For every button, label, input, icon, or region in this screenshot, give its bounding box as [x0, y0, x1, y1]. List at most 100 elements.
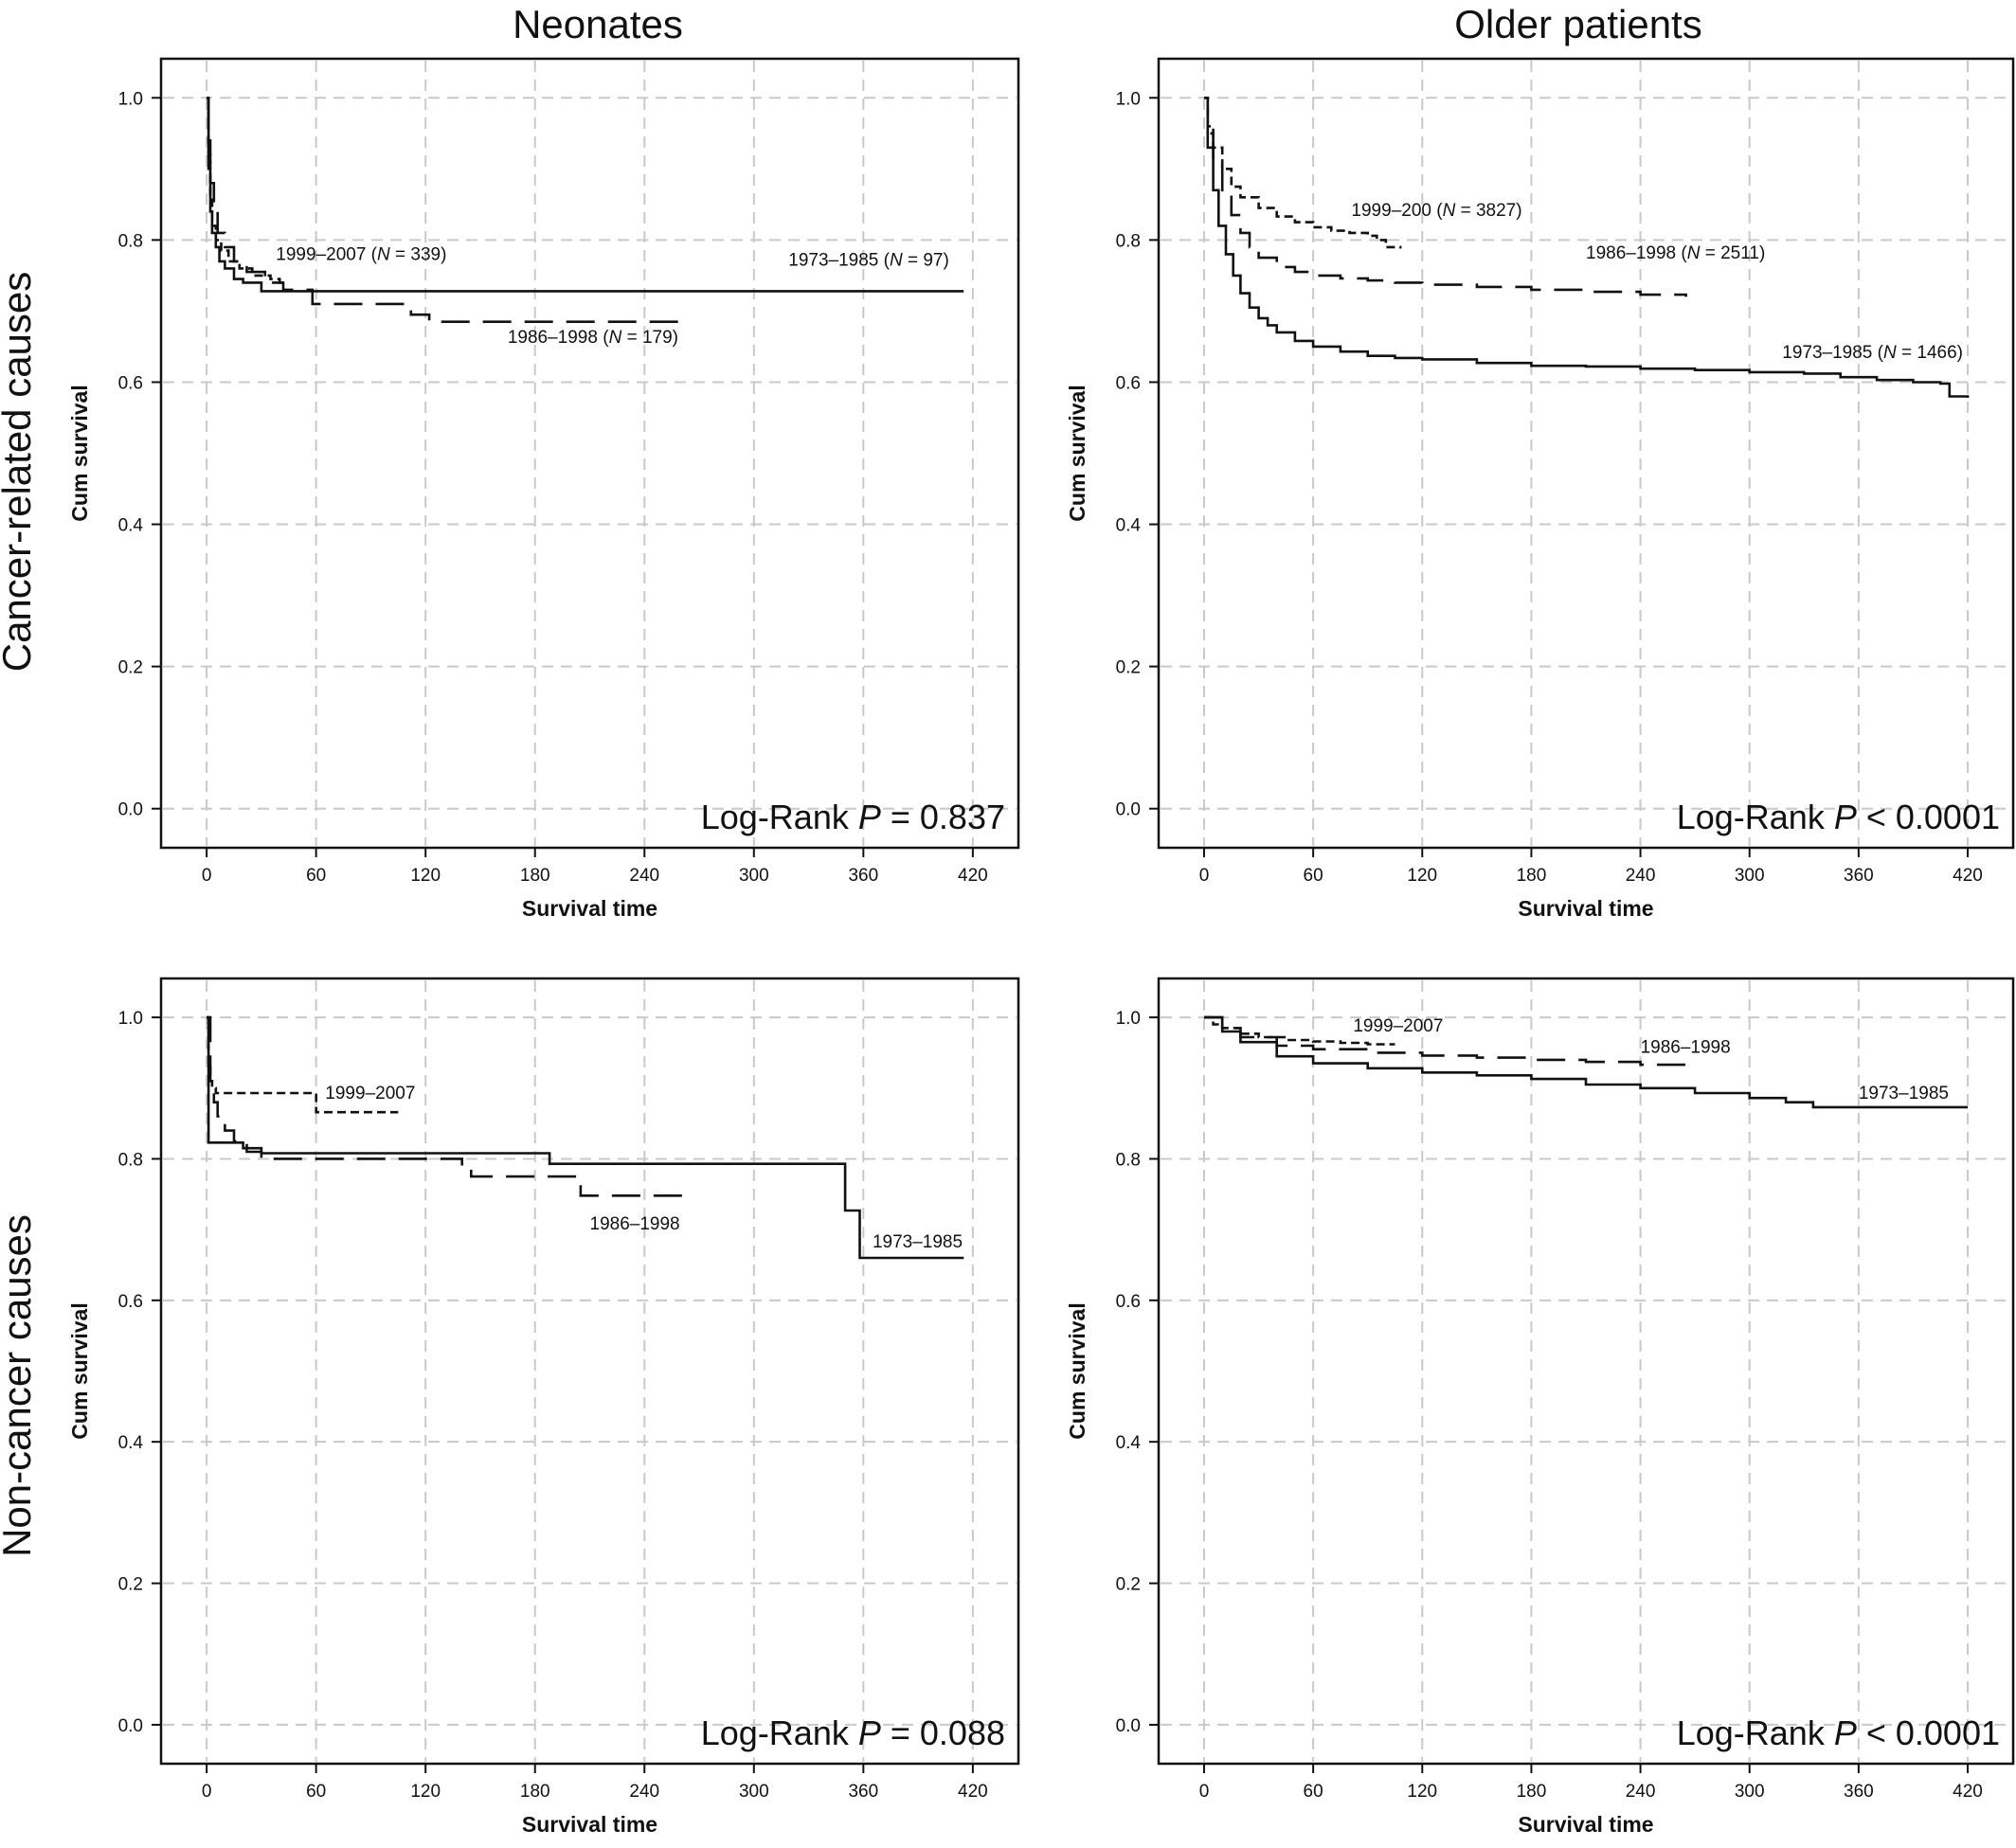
series-label-part: 1986–1998 (: [1586, 243, 1687, 263]
logrank-p: P: [1834, 1713, 1857, 1752]
x-tick-label: 240: [629, 866, 659, 886]
logrank-p: P: [858, 798, 881, 836]
series-line-long: [1204, 1015, 1686, 1067]
series-line-long: [207, 97, 691, 323]
y-tick-label: 0.2: [1116, 1575, 1141, 1595]
panel-older-noncancer: 0 60 120 180 240 300 360 420 0.0 0.2 0.4 0.6 0.8 1.0 S…: [1065, 977, 2015, 1837]
logrank-p: P: [1834, 798, 1857, 836]
x-tick-label: 180: [520, 866, 550, 886]
x-tick-label: 420: [1953, 1782, 1983, 1802]
series-label-part: N: [1443, 201, 1456, 221]
logrank-annotation: Log-Rank P < 0.0001: [1677, 798, 2000, 836]
logrank-p: P: [858, 1713, 881, 1752]
logrank-value: = 0.088: [881, 1713, 1005, 1752]
row-title-cancer-related: Cancer-related causes: [0, 272, 39, 673]
y-tick-label: 0.8: [118, 231, 143, 251]
x-tick-label: 0: [202, 866, 212, 886]
x-tick-label: 300: [739, 866, 769, 886]
y-tick-label: 1.0: [1116, 89, 1141, 109]
series-label: 1973–1985: [1859, 1084, 1949, 1103]
x-tick-label: 60: [1304, 1782, 1323, 1802]
plot-frame: [1157, 977, 2015, 1766]
panels: 0 60 120 180 240 300 360 420 0.0 0.2 0.4 0.6 0.8 1.0 S…: [67, 57, 2015, 1837]
series-label-part: 1973–1985: [1859, 1084, 1949, 1103]
series-label: 1999–200 (N = 3827): [1351, 201, 1521, 221]
x-tick-label: 60: [1304, 866, 1323, 886]
series-label-part: 1986–1998 (: [508, 328, 609, 348]
x-tick-label: 240: [629, 1782, 659, 1802]
logrank-prefix: Log-Rank: [1677, 798, 1834, 836]
series-label: 1986–1998: [590, 1214, 680, 1234]
x-tick-label: 0: [202, 1782, 212, 1802]
series-line-dense: [1204, 97, 1402, 249]
series-label-part: N: [609, 328, 622, 348]
series-label-part: 1999–2007: [325, 1084, 415, 1103]
panel-older-cancer: 0 60 120 180 240 300 360 420 0.0 0.2 0.4 0.6 0.8 1.0 S…: [1065, 57, 2015, 921]
x-axis-label: Survival time: [1518, 1812, 1653, 1837]
x-axis-label: Survival time: [1518, 896, 1653, 921]
x-tick-label: 360: [1844, 1782, 1874, 1802]
x-tick-label: 360: [848, 1782, 878, 1802]
y-tick-label: 1.0: [1116, 1009, 1141, 1029]
panel-neonates-cancer: 0 60 120 180 240 300 360 420 0.0 0.2 0.4 0.6 0.8 1.0 S…: [67, 57, 1020, 921]
series-label: 1973–1985 (N = 97): [788, 250, 949, 270]
series-line-dense: [207, 1015, 399, 1114]
logrank-prefix: Log-Rank: [1677, 1713, 1834, 1752]
y-tick-label: 0.8: [118, 1150, 143, 1170]
series-line-long: [207, 1015, 691, 1197]
x-tick-label: 120: [1407, 866, 1437, 886]
series-label: 1973–1985: [873, 1232, 963, 1252]
series-label-part: = 339): [390, 244, 447, 264]
y-tick-label: 0.2: [118, 1575, 143, 1595]
x-tick-label: 360: [848, 866, 878, 886]
y-axis-label: Cum survival: [67, 385, 92, 521]
y-tick-label: 0.0: [118, 1716, 143, 1736]
series-label-part: 1986–1998: [1641, 1037, 1731, 1057]
y-tick-label: 0.0: [1116, 1716, 1141, 1736]
series-line-solid: [207, 1015, 964, 1260]
series-line-solid: [1204, 97, 1970, 398]
y-tick-label: 1.0: [118, 1009, 143, 1029]
series-label-part: 1999–2007 (: [276, 244, 377, 264]
y-axis-label: Cum survival: [67, 1302, 92, 1439]
column-title-neonates: Neonates: [513, 2, 683, 46]
y-tick-label: 0.6: [1116, 373, 1141, 393]
y-tick-label: 0.8: [1116, 231, 1141, 251]
series-label-part: = 179): [621, 328, 678, 348]
y-tick-label: 0.4: [118, 516, 144, 536]
x-tick-label: 360: [1844, 866, 1874, 886]
y-tick-label: 0.2: [118, 658, 143, 678]
series-label-part: = 2511): [1700, 243, 1765, 263]
x-tick-label: 240: [1626, 866, 1656, 886]
x-tick-label: 300: [1735, 866, 1765, 886]
panel-neonates-noncancer: 0 60 120 180 240 300 360 420 0.0 0.2 0.4 0.6 0.8 1.0 S…: [67, 977, 1020, 1837]
x-tick-label: 240: [1626, 1782, 1656, 1802]
series-line-long: [1204, 97, 1687, 297]
series-label-part: 1973–1985 (: [1782, 343, 1883, 363]
series-line-dense: [207, 97, 283, 284]
column-title-older-patients: Older patients: [1454, 2, 1701, 46]
x-tick-label: 300: [1735, 1782, 1765, 1802]
y-tick-label: 0.4: [1116, 1433, 1142, 1453]
x-tick-label: 420: [958, 1782, 988, 1802]
y-tick-label: 0.0: [1116, 800, 1141, 820]
series-label-part: N: [1883, 343, 1897, 363]
y-tick-label: 0.6: [118, 1292, 143, 1312]
y-tick-label: 0.8: [1116, 1150, 1141, 1170]
x-tick-label: 120: [410, 1782, 441, 1802]
x-tick-label: 0: [1199, 866, 1210, 886]
logrank-value: = 0.837: [881, 798, 1005, 836]
logrank-value: < 0.0001: [1857, 1713, 2000, 1752]
series-label-part: 1999–2007: [1353, 1016, 1443, 1036]
series-label: 1986–1998 (N = 2511): [1586, 243, 1765, 263]
series-label-part: 1973–1985: [873, 1232, 963, 1252]
series-label-part: N: [377, 244, 390, 264]
x-tick-label: 120: [1407, 1782, 1437, 1802]
x-tick-label: 180: [1517, 1782, 1547, 1802]
y-axis-label: Cum survival: [1065, 385, 1089, 521]
y-tick-label: 0.0: [118, 800, 143, 820]
y-tick-label: 0.4: [1116, 516, 1142, 536]
y-tick-label: 0.2: [1116, 658, 1141, 678]
series-label: 1986–1998 (N = 179): [508, 328, 678, 348]
